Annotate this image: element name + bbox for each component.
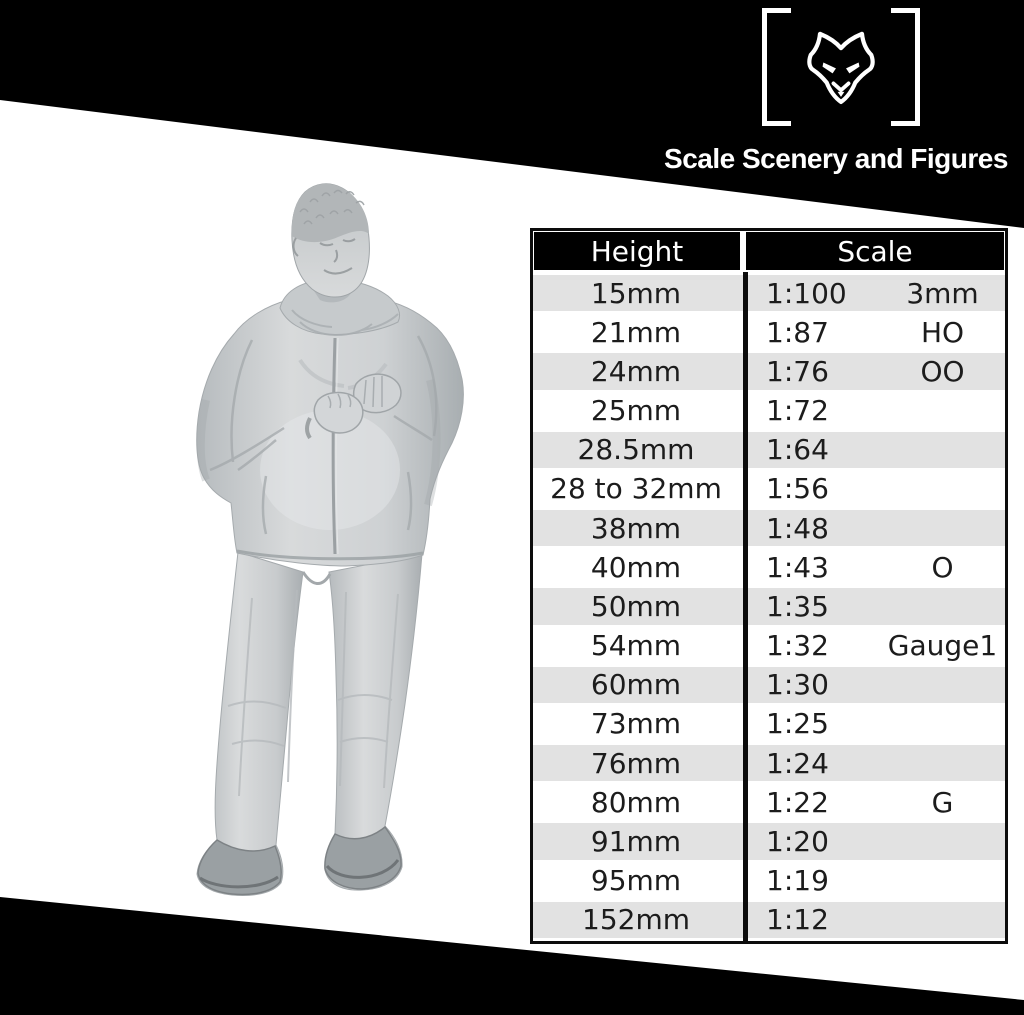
ratio-cell: 1:43	[766, 550, 829, 584]
ratio-cell: 1:20	[766, 824, 829, 858]
table-row: 91mm 1:20	[533, 820, 1005, 862]
ratio-cell: 1:19	[766, 864, 829, 898]
gauge-cell	[886, 588, 1005, 624]
gauge-cell	[886, 863, 1005, 899]
ratio-cell: 1:48	[766, 511, 829, 545]
ratio-cell: 1:35	[766, 589, 829, 623]
gauge-cell	[886, 823, 1005, 859]
gauge-cell	[886, 706, 1005, 742]
height-cell: 54mm	[590, 629, 682, 663]
scale-conversion-table: Height Scale 15mm 1:100 3mm 21mm 1:87 HO…	[530, 228, 1008, 944]
height-cell: 73mm	[590, 707, 682, 741]
brand-logo	[762, 8, 920, 126]
height-cell: 76mm	[590, 746, 682, 780]
figure-image	[196, 183, 464, 896]
table-row: 60mm 1:30	[533, 664, 1005, 706]
brand-tagline: Scale Scenery and Figures	[664, 143, 1008, 174]
table-row: 50mm 1:35	[533, 585, 1005, 627]
gauge-cell	[886, 510, 1005, 546]
ratio-cell: 1:76	[766, 354, 829, 388]
height-cell: 28.5mm	[577, 433, 695, 467]
height-cell: 15mm	[590, 276, 682, 310]
table-row: 80mm 1:22 G	[533, 784, 1005, 820]
table-row: 28 to 32mm 1:56	[533, 471, 1005, 507]
table-row: 38mm 1:48	[533, 507, 1005, 549]
height-cell: 50mm	[590, 589, 682, 623]
ratio-cell: 1:22	[766, 785, 829, 819]
right-bracket-icon	[891, 8, 920, 126]
wolf-head-icon	[807, 31, 875, 105]
height-cell: 38mm	[590, 511, 682, 545]
height-cell: 95mm	[590, 864, 682, 898]
table-row: 28.5mm 1:64	[533, 429, 1005, 471]
table-row: 40mm 1:43 O	[533, 549, 1005, 585]
column-header-height: Height	[534, 232, 740, 270]
height-cell: 21mm	[590, 315, 682, 349]
column-header-scale: Scale	[746, 232, 1004, 270]
height-cell: 24mm	[590, 354, 682, 388]
gauge-cell	[886, 393, 1005, 429]
table-body: 15mm 1:100 3mm 21mm 1:87 HO 24mm 1:76 OO…	[533, 272, 1005, 941]
ratio-cell: 1:72	[766, 394, 829, 428]
ratio-cell: 1:87	[766, 315, 829, 349]
table-row: 76mm 1:24	[533, 742, 1005, 784]
table-row: 24mm 1:76 OO	[533, 350, 1005, 392]
table-row: 152mm 1:12	[533, 899, 1005, 941]
gauge-cell: G	[931, 785, 954, 819]
height-cell: 25mm	[590, 394, 682, 428]
gauge-cell: Gauge1	[887, 629, 998, 663]
ratio-cell: 1:64	[766, 433, 829, 467]
gauge-cell	[886, 667, 1005, 703]
column-divider	[743, 272, 748, 941]
table-row: 25mm 1:72	[533, 393, 1005, 429]
height-cell: 80mm	[590, 785, 682, 819]
gauge-cell: 3mm	[906, 276, 979, 310]
gauge-cell: HO	[920, 315, 965, 349]
table-row: 21mm 1:87 HO	[533, 314, 1005, 350]
table-row: 54mm 1:32 Gauge1	[533, 628, 1005, 664]
ratio-cell: 1:30	[766, 668, 829, 702]
ratio-cell: 1:100	[766, 276, 847, 310]
gauge-cell	[886, 471, 1005, 507]
gauge-cell	[886, 745, 1005, 781]
gauge-cell	[886, 902, 1005, 938]
gauge-cell: OO	[920, 354, 965, 388]
gauge-cell	[886, 432, 1005, 468]
ratio-cell: 1:12	[766, 903, 829, 937]
gauge-cell: O	[931, 550, 954, 584]
ratio-cell: 1:32	[766, 629, 829, 663]
height-cell: 28 to 32mm	[550, 472, 722, 506]
ratio-cell: 1:25	[766, 707, 829, 741]
left-bracket-icon	[762, 8, 791, 126]
height-cell: 91mm	[590, 824, 682, 858]
height-cell: 40mm	[590, 550, 682, 584]
table-row: 15mm 1:100 3mm	[533, 272, 1005, 314]
table-header: Height Scale	[534, 232, 1004, 270]
ratio-cell: 1:56	[766, 472, 829, 506]
height-cell: 152mm	[582, 903, 690, 937]
height-cell: 60mm	[590, 668, 682, 702]
ratio-cell: 1:24	[766, 746, 829, 780]
table-row: 95mm 1:19	[533, 863, 1005, 899]
table-row: 73mm 1:25	[533, 706, 1005, 742]
